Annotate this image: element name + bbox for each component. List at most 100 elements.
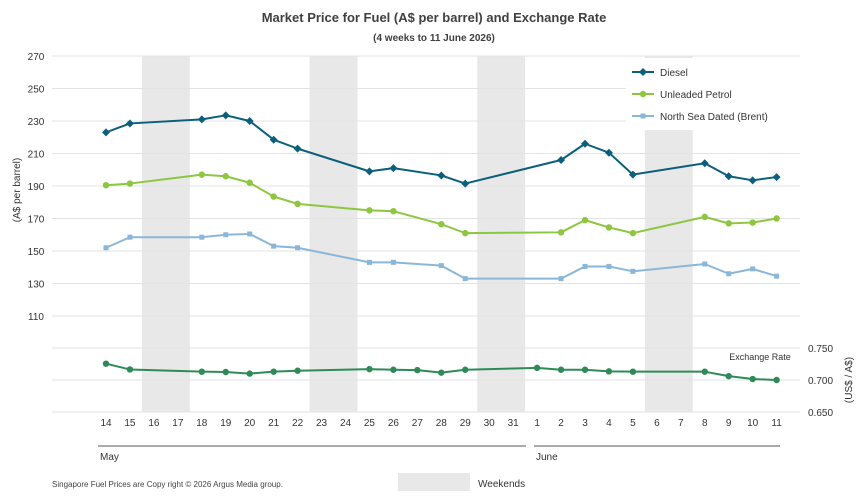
point-unleaded-petrol [246,179,253,186]
legend-marker-unleaded-petrol [639,90,647,98]
point-exchange-rate [701,368,708,375]
y-tick-label: 150 [28,247,45,258]
y-tick-label: 170 [28,215,45,226]
point-north-sea-dated-brent [462,276,468,282]
y-tick-label: 250 [28,85,45,96]
point-diesel [221,111,230,120]
point-exchange-rate [462,366,469,373]
x-tick-label: 27 [412,418,424,429]
legend-marker-north-sea-dated-brent [640,113,646,119]
y-tick-label: 210 [28,150,45,161]
x-tick-label: 9 [726,418,732,429]
x-tick-label: 29 [460,418,472,429]
point-north-sea-dated-brent [199,234,205,240]
point-unleaded-petrol [749,219,756,226]
point-north-sea-dated-brent [702,261,708,267]
y2-axis-ticks: 0.750 0.700 0.650 [808,344,833,419]
x-tick-label: 20 [244,418,256,429]
x-tick-label: 10 [747,418,759,429]
x-tick-label: 30 [484,418,496,429]
point-diesel [389,164,398,173]
point-exchange-rate [557,366,565,373]
point-diesel [581,139,589,148]
point-diesel [245,117,254,125]
x-tick-label: 24 [340,418,352,429]
legend-label-north-sea-dated-brent: North Sea Dated (Brent) [660,112,768,123]
series-diesel [102,111,781,188]
point-exchange-rate [725,372,732,380]
exchange-rate-label: Exchange Rate [729,352,791,362]
x-tick-label: 3 [582,418,588,429]
point-exchange-rate [581,366,589,373]
point-unleaded-petrol [102,181,110,189]
x-tick-label: 15 [124,418,136,429]
point-diesel [628,170,637,179]
point-exchange-rate [126,366,134,373]
y-tick-label: 110 [28,312,44,323]
point-unleaded-petrol [605,224,613,231]
legend-label-diesel: Diesel [660,68,688,79]
x-tick-label: 1 [534,418,540,429]
x-tick-label: 26 [388,418,400,429]
x-tick-label: 11 [771,418,782,429]
x-tick-label: 22 [292,418,304,429]
point-exchange-rate [629,368,637,375]
point-unleaded-petrol [462,229,469,237]
point-north-sea-dated-brent [127,234,133,240]
x-tick-label: 28 [436,418,448,429]
series-exchange-rate [102,360,780,384]
point-exchange-rate [246,370,253,377]
x-tick-label: 4 [606,418,612,429]
point-diesel [269,135,278,144]
point-north-sea-dated-brent [558,276,564,282]
point-north-sea-dated-brent [103,245,109,251]
point-exchange-rate [605,368,613,375]
x-tick-label: 16 [148,418,160,429]
weekend-band-3 [477,56,526,412]
series-north-sea-dated-brent [103,231,780,282]
x-tick-label: 23 [316,418,328,429]
point-north-sea-dated-brent [223,232,229,238]
point-exchange-rate [773,376,780,384]
point-exchange-rate [222,368,229,376]
point-exchange-rate [749,375,756,383]
point-diesel [365,167,374,176]
month-label-june: June [536,452,558,463]
point-exchange-rate [438,369,445,376]
point-diesel [437,171,446,180]
point-north-sea-dated-brent [582,263,588,269]
point-north-sea-dated-brent [438,263,444,269]
point-exchange-rate [102,360,110,367]
legend-marker-diesel [639,68,647,76]
point-unleaded-petrol [126,180,134,187]
point-north-sea-dated-brent [774,273,780,279]
x-tick-label: 31 [508,418,520,429]
point-exchange-rate [366,365,373,373]
point-diesel [700,159,709,168]
point-north-sea-dated-brent [630,268,636,274]
point-exchange-rate [390,366,397,373]
point-unleaded-petrol [198,171,205,178]
point-unleaded-petrol [390,207,397,215]
point-exchange-rate [533,364,541,372]
point-unleaded-petrol [773,215,780,222]
chart-title: Market Price for Fuel (A$ per barrel) an… [262,10,607,25]
month-label-may: May [100,452,119,463]
x-tick-label: 6 [654,418,660,429]
x-tick-label: 18 [196,418,208,429]
point-north-sea-dated-brent [247,231,253,237]
y-tick-label: 230 [28,117,45,128]
y2-tick-label: 0.750 [808,344,833,355]
point-unleaded-petrol [294,200,301,208]
point-diesel [772,173,781,182]
x-tick-label: 14 [100,418,112,429]
x-tick-label: 19 [220,418,232,429]
point-diesel [748,176,757,185]
point-unleaded-petrol [701,213,708,221]
point-north-sea-dated-brent [295,245,301,251]
y-tick-label: 270 [28,52,45,63]
series-unleaded-petrol [102,171,780,237]
point-unleaded-petrol [581,216,589,224]
point-diesel [461,179,470,188]
x-tick-label: 21 [268,418,280,429]
